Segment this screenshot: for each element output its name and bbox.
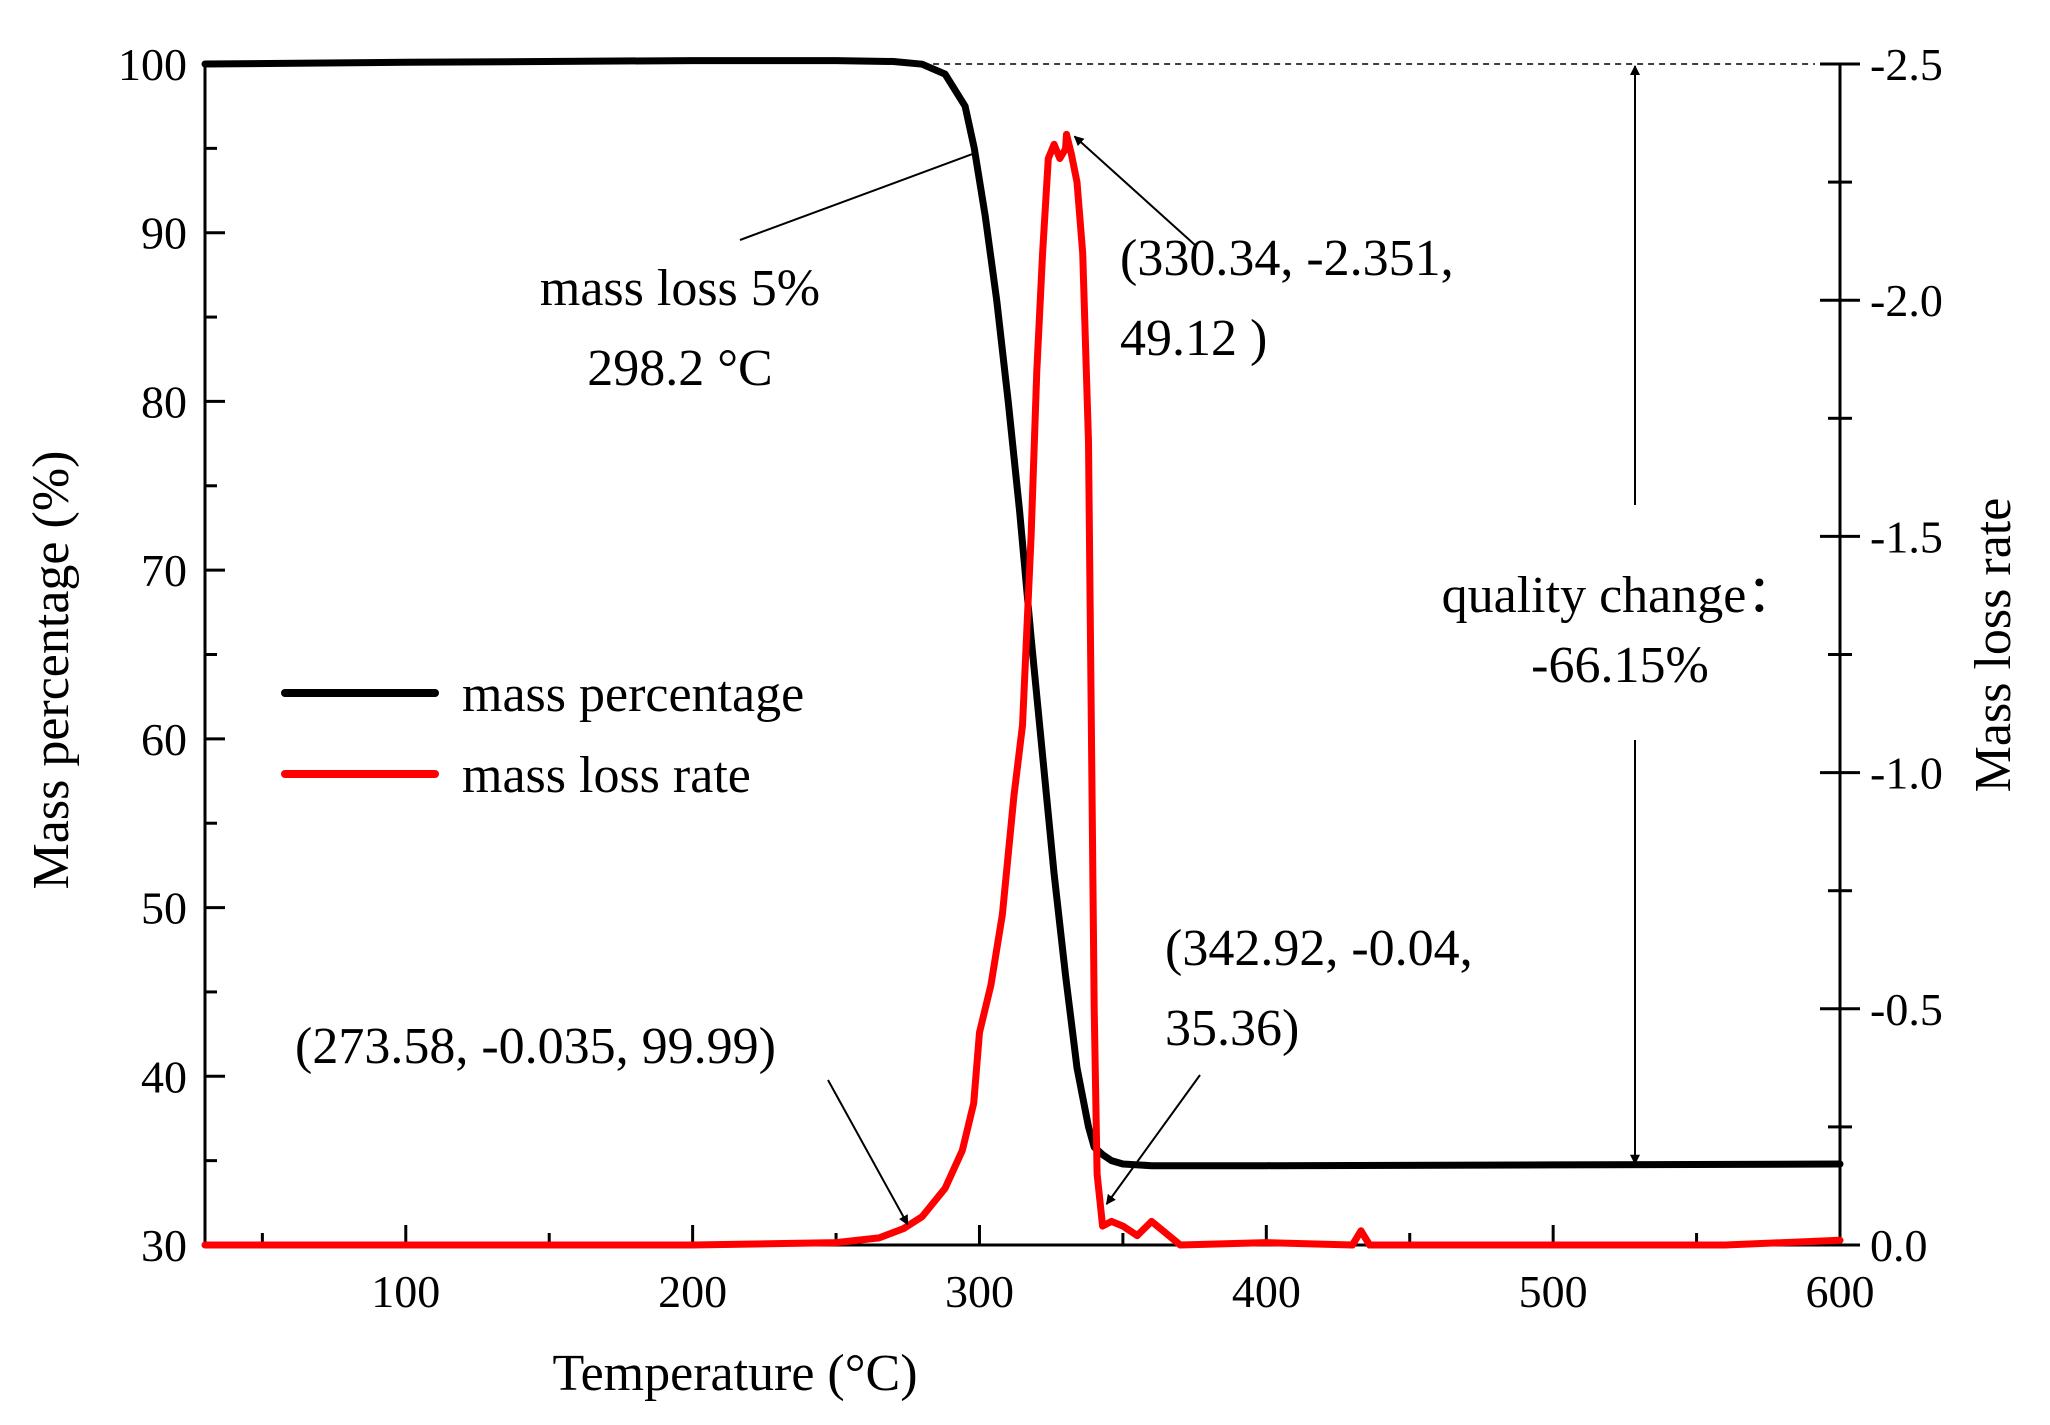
y-tick-label: 30	[141, 1220, 187, 1271]
x-axis-title: Temperature (°C)	[552, 1345, 917, 1402]
x-tick-label: 200	[658, 1266, 727, 1317]
y-tick-label: 100	[118, 39, 187, 90]
legend-label-1: mass loss rate	[462, 747, 751, 804]
leader-line-mass-loss	[739, 152, 975, 241]
y2-tick-label: -2.0	[1870, 275, 1943, 326]
x-axis-ticks: 100 200 300 400 500 600	[260, 1225, 1875, 1317]
arrow-onset	[827, 1079, 909, 1226]
y-tick-label: 90	[141, 208, 187, 259]
y2-tick-label: -2.5	[1870, 39, 1943, 90]
annotation-onset: (273.58, -0.035, 99.99)	[295, 1018, 776, 1075]
y2-tick-label: -1.0	[1870, 748, 1943, 799]
y2-axis-ticks: 0.0 -0.5 -1.0 -1.5 -2.0 -2.5	[1820, 39, 1943, 1271]
y-tick-label: 70	[141, 545, 187, 596]
y2-tick-label: -1.5	[1870, 511, 1943, 562]
x-tick-label: 300	[945, 1266, 1014, 1317]
y-tick-label: 40	[141, 1051, 187, 1102]
y2-tick-label: -0.5	[1870, 984, 1943, 1035]
y2-tick-label: 0.0	[1870, 1220, 1928, 1271]
series-line-mass-percentage	[201, 57, 1844, 1170]
x-tick-label: 500	[1519, 1266, 1588, 1317]
x-tick-label: 400	[1232, 1266, 1301, 1317]
y-tick-label: 50	[141, 883, 187, 934]
annotation-peak-line2: 49.12 )	[1120, 310, 1267, 367]
annotation-end-line1: (342.92, -0.04,	[1165, 920, 1473, 977]
legend: mass percentage mass loss rate	[281, 666, 804, 804]
arrow-end	[1105, 1074, 1201, 1205]
legend-label-0: mass percentage	[462, 666, 804, 723]
series-layer	[201, 57, 1844, 1249]
annotation-mass-loss-line1: mass loss 5%	[540, 260, 820, 317]
annotation-mass-loss-line2: 298.2 °C	[587, 340, 772, 397]
y-tick-label: 60	[141, 714, 187, 765]
annotation-layer: mass loss 5% 298.2 °C (330.34, -2.351, 49.1…	[295, 63, 1815, 1226]
y-tick-label: 80	[141, 376, 187, 427]
annotation-end-line2: 35.36)	[1165, 1000, 1299, 1057]
y-axis-title: Mass percentage (%)	[23, 451, 80, 890]
arrow-peak	[1073, 135, 1196, 246]
y2-axis-title: Mass loss rate	[1965, 498, 2022, 793]
annotation-peak-line1: (330.34, -2.351,	[1120, 230, 1454, 287]
x-tick-label: 100	[371, 1266, 440, 1317]
series-line-mass-loss-rate	[201, 130, 1844, 1249]
y-axis-ticks: 30 40 50 60 70 80 90 100	[118, 39, 225, 1271]
x-tick-label: 600	[1806, 1266, 1875, 1317]
annotation-quality-line1: quality change：	[1442, 567, 1799, 624]
annotation-quality-line2: -66.15%	[1531, 637, 1709, 694]
